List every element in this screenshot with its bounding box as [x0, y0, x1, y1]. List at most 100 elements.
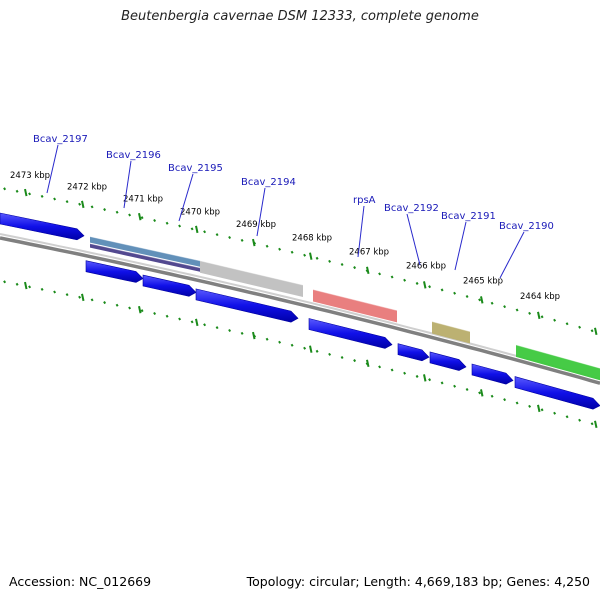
- cog-band-highlight: [199, 260, 304, 286]
- cog-band: [200, 260, 303, 298]
- inner-ring-minor-tick: [465, 388, 469, 392]
- outer-ring-minor-tick: [303, 253, 307, 257]
- inner-ring-minor-tick: [328, 352, 332, 356]
- inner-ring-major-tick: [480, 389, 484, 397]
- cog-band-highlight: [89, 236, 201, 262]
- outer-ring-minor-tick: [490, 301, 494, 305]
- outer-ring-minor-tick: [165, 221, 169, 225]
- outer-ring-minor-tick: [3, 187, 7, 191]
- inner-ring-minor-tick: [215, 326, 219, 330]
- gene-arrow: [85, 260, 144, 283]
- gene-label-leader: [178, 173, 194, 222]
- gene-label-leader: [499, 231, 525, 279]
- outer-ring-minor-tick: [390, 275, 394, 279]
- outer-ring-minor-tick: [153, 218, 157, 222]
- scale-label: 2465 kbp: [463, 277, 503, 287]
- outer-ring-minor-tick: [203, 230, 207, 234]
- inner-ring-minor-tick: [153, 311, 157, 315]
- gene-label: Bcav_2197: [33, 134, 88, 145]
- outer-ring-minor-tick: [565, 322, 569, 326]
- backbone-line-light: [0, 233, 600, 381]
- inner-ring-minor-tick: [353, 359, 357, 363]
- cog-band: [90, 236, 200, 267]
- inner-ring-minor-tick: [3, 280, 7, 284]
- gene-label-leader: [357, 205, 365, 258]
- inner-ring-major-tick: [81, 293, 85, 302]
- gene-label: rpsA: [353, 195, 376, 206]
- genome-backbone: [0, 233, 600, 385]
- outer-ring-minor-tick: [90, 205, 94, 209]
- outer-ring-minor-tick: [15, 189, 19, 193]
- outer-ring-minor-tick: [515, 308, 519, 312]
- inner-ring-minor-tick: [453, 384, 457, 388]
- inner-ring-minor-tick: [303, 346, 307, 350]
- outer-ring-minor-tick: [178, 224, 182, 228]
- scale-label: 2470 kbp: [180, 207, 220, 217]
- inner-ring-minor-tick: [390, 368, 394, 372]
- scale-label: 2472 kbp: [67, 183, 107, 193]
- outer-ring-minor-tick: [590, 329, 594, 333]
- gene-label: Bcav_2192: [384, 203, 439, 214]
- outer-ring-minor-tick: [353, 266, 357, 270]
- inner-ring-minor-tick: [428, 378, 432, 382]
- outer-ring-minor-tick: [578, 325, 582, 329]
- gene-arrow: [142, 274, 197, 297]
- inner-ring-minor-tick: [128, 306, 132, 310]
- gene-arrow: [514, 376, 600, 410]
- outer-ring-minor-tick: [503, 305, 507, 309]
- inner-ring-minor-tick: [15, 282, 19, 286]
- inner-ring-minor-tick: [278, 340, 282, 344]
- outer-ring-minor-tick: [290, 250, 294, 254]
- cog-band: [432, 321, 470, 344]
- gene-label: Bcav_2190: [499, 221, 554, 232]
- scale-tick-marks: [3, 187, 598, 428]
- outer-ring-minor-tick: [403, 278, 407, 282]
- inner-ring-minor-tick: [53, 290, 57, 294]
- inner-ring-minor-tick: [565, 415, 569, 419]
- accession-text: Accession: NC_012669: [9, 574, 152, 589]
- outer-ring-minor-tick: [65, 200, 69, 204]
- inner-ring-minor-tick: [103, 301, 107, 305]
- gene-label: Bcav_2191: [441, 211, 496, 222]
- cog-band-highlight: [312, 288, 398, 311]
- gene-arrow: [308, 318, 393, 349]
- outer-ring-minor-tick: [440, 288, 444, 292]
- outer-ring-minor-tick: [415, 281, 419, 285]
- cog-band-highlight: [515, 344, 600, 369]
- gene-labels: Bcav_2197 Bcav_2196 Bcav_2195 Bcav_2194 rpsA…: [33, 134, 554, 279]
- inner-ring-minor-tick: [440, 381, 444, 385]
- map-title: Beutenbergia cavernae DSM 12333, complet…: [121, 9, 479, 24]
- genome-summary-text: Topology: circular; Length: 4,669,183 bp…: [246, 574, 590, 589]
- cog-band-highlight: [89, 243, 201, 269]
- cog-band: [516, 344, 600, 381]
- gene-label-leader: [454, 221, 467, 271]
- inner-ring-minor-tick: [165, 314, 169, 318]
- feature-bands: [89, 236, 600, 381]
- gene-arrow: [0, 212, 85, 241]
- outer-ring-minor-tick: [53, 197, 57, 201]
- outer-ring-minor-tick: [428, 285, 432, 289]
- outer-ring-major-tick: [537, 311, 541, 320]
- outer-ring-minor-tick: [328, 259, 332, 263]
- inner-ring-major-tick: [594, 420, 598, 428]
- scale-label: 2466 kbp: [406, 262, 446, 272]
- cog-band-highlight: [431, 320, 471, 332]
- outer-ring-minor-tick: [115, 210, 119, 214]
- outer-ring-minor-tick: [315, 256, 319, 260]
- inner-ring-minor-tick: [503, 398, 507, 402]
- outer-ring-minor-tick: [540, 315, 544, 319]
- gene-arrow: [397, 343, 430, 362]
- scale-label: 2473 kbp: [10, 171, 50, 181]
- outer-ring-minor-tick: [140, 216, 144, 220]
- inner-ring-major-tick: [24, 281, 28, 290]
- inner-ring-minor-tick: [415, 374, 419, 378]
- inner-ring-minor-tick: [115, 303, 119, 307]
- scale-label: 2467 kbp: [349, 247, 389, 257]
- inner-ring-minor-tick: [190, 320, 194, 324]
- outer-ring-minor-tick: [78, 202, 82, 206]
- inner-ring-minor-tick: [78, 295, 82, 299]
- gene-label: Bcav_2194: [241, 177, 296, 188]
- cog-band: [313, 289, 397, 323]
- inner-ring-minor-tick: [590, 422, 594, 426]
